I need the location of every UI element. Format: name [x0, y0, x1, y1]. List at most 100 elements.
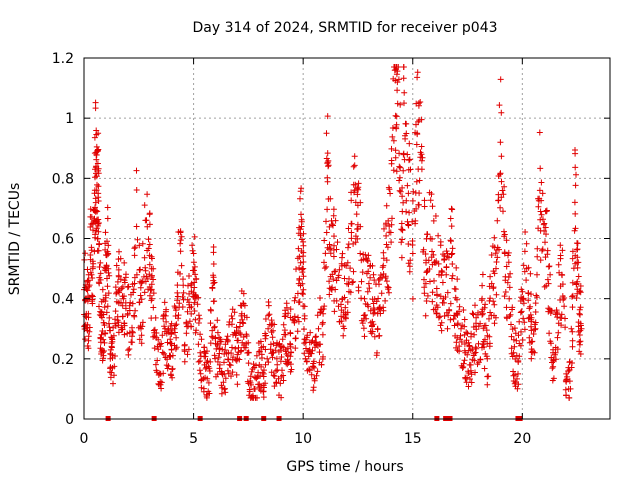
data-point — [349, 279, 356, 286]
data-point — [443, 264, 450, 271]
data-point — [210, 280, 217, 287]
data-point — [382, 297, 389, 304]
data-point — [114, 278, 121, 285]
data-point — [256, 386, 263, 392]
data-point — [193, 293, 199, 300]
data-point — [431, 277, 437, 284]
data-point — [574, 246, 581, 253]
data-point — [532, 319, 539, 326]
data-point — [144, 247, 151, 254]
data-point — [555, 320, 562, 327]
data-point — [94, 160, 101, 167]
data-point — [555, 329, 562, 336]
data-point — [401, 89, 408, 96]
data-point — [82, 250, 89, 257]
data-point — [141, 289, 148, 296]
data-point — [138, 340, 145, 347]
data-point — [330, 253, 337, 260]
data-point — [222, 375, 229, 382]
data-point — [249, 366, 256, 372]
data-point — [247, 378, 254, 384]
data-point — [181, 358, 188, 365]
data-point — [128, 339, 135, 346]
data-point — [433, 310, 440, 317]
data-point — [427, 278, 433, 285]
data-point — [139, 319, 146, 326]
data-point — [543, 231, 549, 238]
data-point — [101, 304, 108, 311]
data-point — [167, 340, 174, 347]
data-point — [491, 312, 497, 319]
data-point — [211, 323, 218, 330]
data-point — [309, 347, 316, 354]
data-point — [233, 371, 240, 378]
data-point — [574, 278, 581, 285]
data-point — [403, 130, 410, 137]
data-point — [228, 350, 235, 357]
data-point — [371, 309, 378, 316]
data-point — [361, 312, 368, 319]
data-point — [492, 250, 499, 257]
data-point — [185, 346, 192, 353]
data-point — [202, 374, 209, 381]
data-point — [265, 302, 272, 309]
data-point — [393, 168, 400, 175]
data-point — [89, 275, 96, 281]
data-point — [545, 263, 552, 270]
data-point — [110, 380, 116, 387]
data-point — [287, 306, 294, 313]
data-point — [547, 271, 554, 278]
data-point — [475, 323, 482, 330]
data-point — [446, 307, 453, 314]
data-point — [258, 344, 265, 351]
data-point — [105, 269, 112, 276]
data-point — [312, 344, 318, 351]
data-point — [340, 332, 347, 339]
data-point — [416, 201, 422, 208]
data-point — [260, 388, 267, 395]
data-point — [214, 317, 221, 324]
data-point — [93, 207, 100, 214]
data-point — [101, 322, 108, 329]
data-point — [429, 248, 435, 255]
data-point — [569, 328, 576, 335]
data-point — [295, 318, 302, 325]
data-point — [96, 264, 103, 270]
data-point — [345, 281, 352, 288]
data-point — [424, 292, 431, 299]
data-point — [316, 349, 323, 356]
data-point — [121, 320, 128, 327]
data-point — [566, 378, 573, 385]
data-point — [82, 336, 89, 343]
data-point — [292, 294, 299, 301]
data-point — [365, 303, 372, 310]
data-point — [283, 300, 290, 307]
data-point — [569, 279, 576, 286]
data-point — [351, 153, 358, 160]
data-point — [198, 377, 205, 384]
data-point — [396, 174, 403, 181]
data-point — [386, 229, 393, 236]
data-point — [421, 290, 428, 297]
data-point — [383, 232, 390, 239]
data-point — [257, 338, 264, 345]
data-point — [550, 375, 557, 382]
data-point — [327, 273, 334, 280]
data-point — [370, 321, 377, 328]
data-point — [498, 109, 505, 116]
data-point — [186, 273, 192, 279]
data-point — [284, 356, 291, 363]
data-point — [505, 274, 512, 281]
data-point — [240, 320, 247, 327]
data-point — [271, 321, 278, 328]
data-point — [137, 284, 144, 291]
data-point — [348, 220, 355, 227]
data-point — [419, 154, 426, 161]
data-point — [125, 283, 132, 290]
data-point — [253, 352, 260, 359]
data-point — [316, 359, 323, 366]
y-axis-label: SRMTID / TECUs — [7, 183, 23, 296]
data-point — [572, 164, 579, 171]
data-point — [206, 365, 213, 372]
data-point — [506, 313, 513, 320]
